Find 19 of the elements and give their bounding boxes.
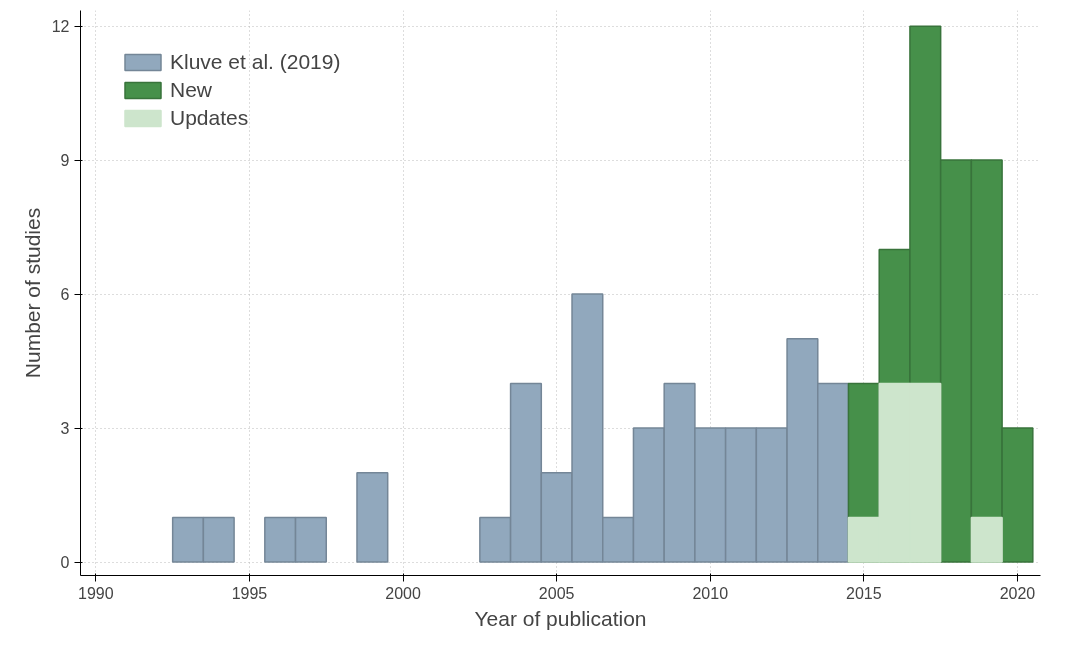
x-tick-label: 1995: [231, 584, 268, 602]
x-tick-label: 2015: [846, 584, 882, 602]
y-tick-label: 12: [51, 18, 70, 36]
bar: [356, 472, 389, 563]
x-tick-label: 1990: [78, 584, 114, 602]
x-tick-label: 2000: [385, 584, 421, 602]
x-tick-label: 2005: [538, 584, 575, 602]
legend-label: Updates: [170, 106, 249, 130]
x-tick-label: 2020: [999, 584, 1036, 602]
x-axis-title: Year of publication: [474, 606, 647, 630]
x-tick-label: 2010: [692, 584, 729, 602]
y-tick-label: 3: [60, 420, 70, 438]
bar: [970, 516, 1003, 563]
y-tick-label: 0: [60, 554, 70, 572]
legend-label: Kluve et al. (2019): [170, 50, 341, 74]
y-tick-label: 6: [60, 286, 70, 304]
legend-label: New: [170, 78, 213, 102]
y-axis-title: Number of studies: [20, 207, 44, 379]
y-tick-label: 9: [60, 152, 70, 170]
